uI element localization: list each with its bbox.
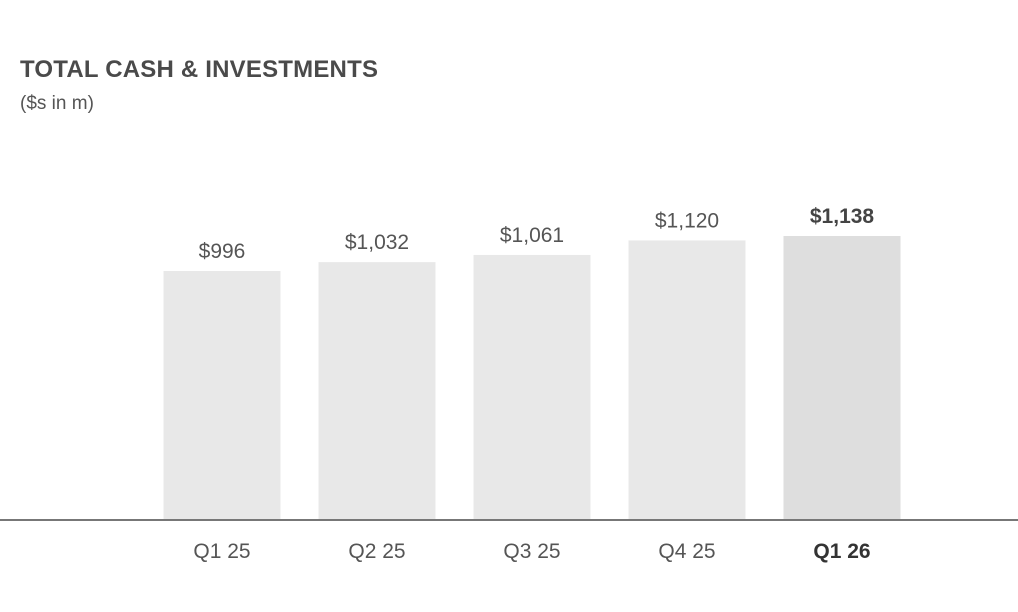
value-label: $1,120 [655, 209, 719, 232]
bar-q2-25 [318, 262, 436, 520]
value-label: $1,138 [810, 205, 875, 228]
value-label: $1,061 [500, 224, 564, 247]
bar-q4-25 [628, 240, 746, 520]
value-label: $1,032 [345, 231, 409, 254]
category-label: Q3 25 [503, 540, 560, 563]
bars-group [163, 235, 901, 521]
chart-subtitle: ($s in m) [20, 93, 94, 114]
chart-title: TOTAL CASH & INVESTMENTS [20, 56, 379, 83]
value-label: $996 [199, 240, 246, 263]
bar-q1-26 [783, 235, 901, 520]
labels-group: $996 Q1 25 $1,032 Q2 25 $1,061 Q3 25 $1,120 Q4 … [193, 205, 874, 563]
category-label: Q2 25 [348, 540, 405, 563]
bar-q1-25 [163, 271, 281, 520]
category-label: Q1 25 [193, 540, 250, 563]
bar-q3-25 [473, 254, 591, 521]
category-label: Q4 25 [658, 540, 715, 563]
category-label: Q1 26 [813, 540, 870, 563]
